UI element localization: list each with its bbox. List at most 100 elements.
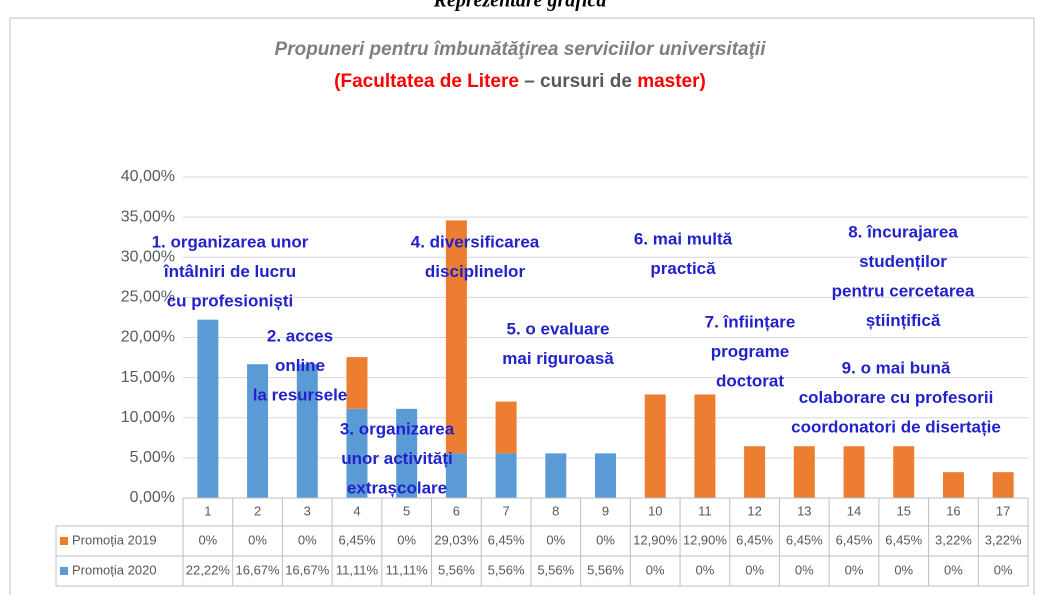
data-label: 0% [894,562,913,577]
data-label: 6,45% [488,532,525,547]
y-tick-label: 10,00% [121,409,175,426]
annotation: online [275,356,325,375]
data-label: 6,45% [836,532,873,547]
chart-subtitle: (Facultatea de Litere – cursuri de maste… [334,71,706,92]
y-tick-label: 30,00% [121,248,175,265]
x-tick-label: 17 [996,503,1010,518]
bar [992,472,1014,498]
subtitle-part: – cursuri de [524,71,632,92]
data-label: 0% [546,532,565,547]
data-label: 11,11% [386,562,429,577]
annotation: cu profesioniști [167,291,294,310]
annotation: disciplinelor [425,262,526,281]
annotation: întâlniri de lucru [163,262,296,281]
annotation: 8. încurajarea [848,222,958,241]
x-tick-label: 1 [204,503,211,518]
bar [197,319,219,498]
annotation: 9. o mai bună [842,358,951,377]
annotation: practică [650,259,716,278]
data-label: 6,45% [339,532,376,547]
x-tick-label: 14 [847,503,861,518]
annotation: colaborare cu profesorii [799,388,994,407]
annotation: extrașcolare [347,478,447,497]
x-tick-label: 11 [698,503,712,518]
subtitle-part: (Facultatea de Litere [334,71,519,92]
annotation: unor activități [341,449,452,468]
data-label: 29,03% [434,532,479,547]
bar [793,446,815,498]
x-tick-label: 13 [797,503,811,518]
bar [296,364,318,498]
y-tick-label: 15,00% [121,369,175,386]
legend-swatch [60,537,68,545]
data-label: 12,90% [633,532,678,547]
bar [893,446,915,498]
data-label: 0% [745,562,764,577]
annotation: doctorat [716,371,784,390]
x-tick-label: 10 [648,503,662,518]
y-tick-label: 20,00% [121,329,175,346]
data-label: 3,22% [935,532,972,547]
data-label: 0% [397,532,416,547]
annotation: la resursele [253,385,348,404]
x-tick-label: 4 [353,503,360,518]
data-label: 6,45% [736,532,773,547]
data-label: 0% [248,532,267,547]
y-tick-label: 5,00% [130,449,175,466]
bar [346,357,368,409]
data-label: 5,56% [488,562,525,577]
data-label: 11,11% [336,562,379,577]
y-tick-label: 25,00% [121,289,175,306]
annotation: 1. organizarea unor [152,232,309,251]
x-tick-label: 2 [254,503,261,518]
data-label: 0% [944,562,963,577]
data-label: 6,45% [885,532,922,547]
bar [495,401,517,454]
y-tick-label: 0,00% [130,489,175,506]
annotation: coordonatori de disertație [791,417,1001,436]
data-label: 6,45% [786,532,823,547]
y-tick-label: 35,00% [121,208,175,225]
annotation: 3. organizarea [340,419,455,438]
data-label: 3,22% [985,532,1022,547]
annotation: mai riguroasă [502,349,614,368]
annotation: studenților [859,252,947,271]
legend-label: Promoția 2020 [72,562,157,577]
chart-frame [9,17,1035,595]
y-tick-label: 40,00% [121,168,175,185]
x-tick-label: 15 [897,503,911,518]
bar [595,453,616,498]
bar [545,453,567,498]
data-label: 16,67% [236,562,281,577]
bar [495,453,517,498]
data-label: 5,56% [438,562,475,577]
bar [942,472,964,498]
x-tick-label: 9 [602,503,609,518]
data-label: 0% [845,562,864,577]
subtitle-part: master) [637,71,706,92]
bar [247,364,269,498]
bar [396,408,418,498]
annotation: 2. acces [267,326,333,345]
bar [445,220,467,454]
data-label: 5,56% [587,562,624,577]
chart-title: Propuneri pentru îmbunătăţirea serviciil… [275,39,767,60]
annotation: 4. diversificarea [411,232,540,251]
data-label: 0% [596,532,615,547]
x-tick-label: 6 [453,503,460,518]
legend-label: Promoția 2019 [72,532,157,547]
bar [694,394,716,498]
x-tick-label: 3 [304,503,311,518]
x-tick-label: 8 [552,503,559,518]
heading: Reprezentare grafică [433,0,607,12]
bar [744,446,766,498]
annotation: pentru cercetarea [832,281,975,300]
bar [346,408,368,498]
data-label: 0% [198,532,217,547]
data-label: 0% [994,562,1013,577]
bar [843,446,865,498]
x-tick-label: 16 [946,503,960,518]
bar [644,394,666,498]
data-label: 5,56% [537,562,574,577]
